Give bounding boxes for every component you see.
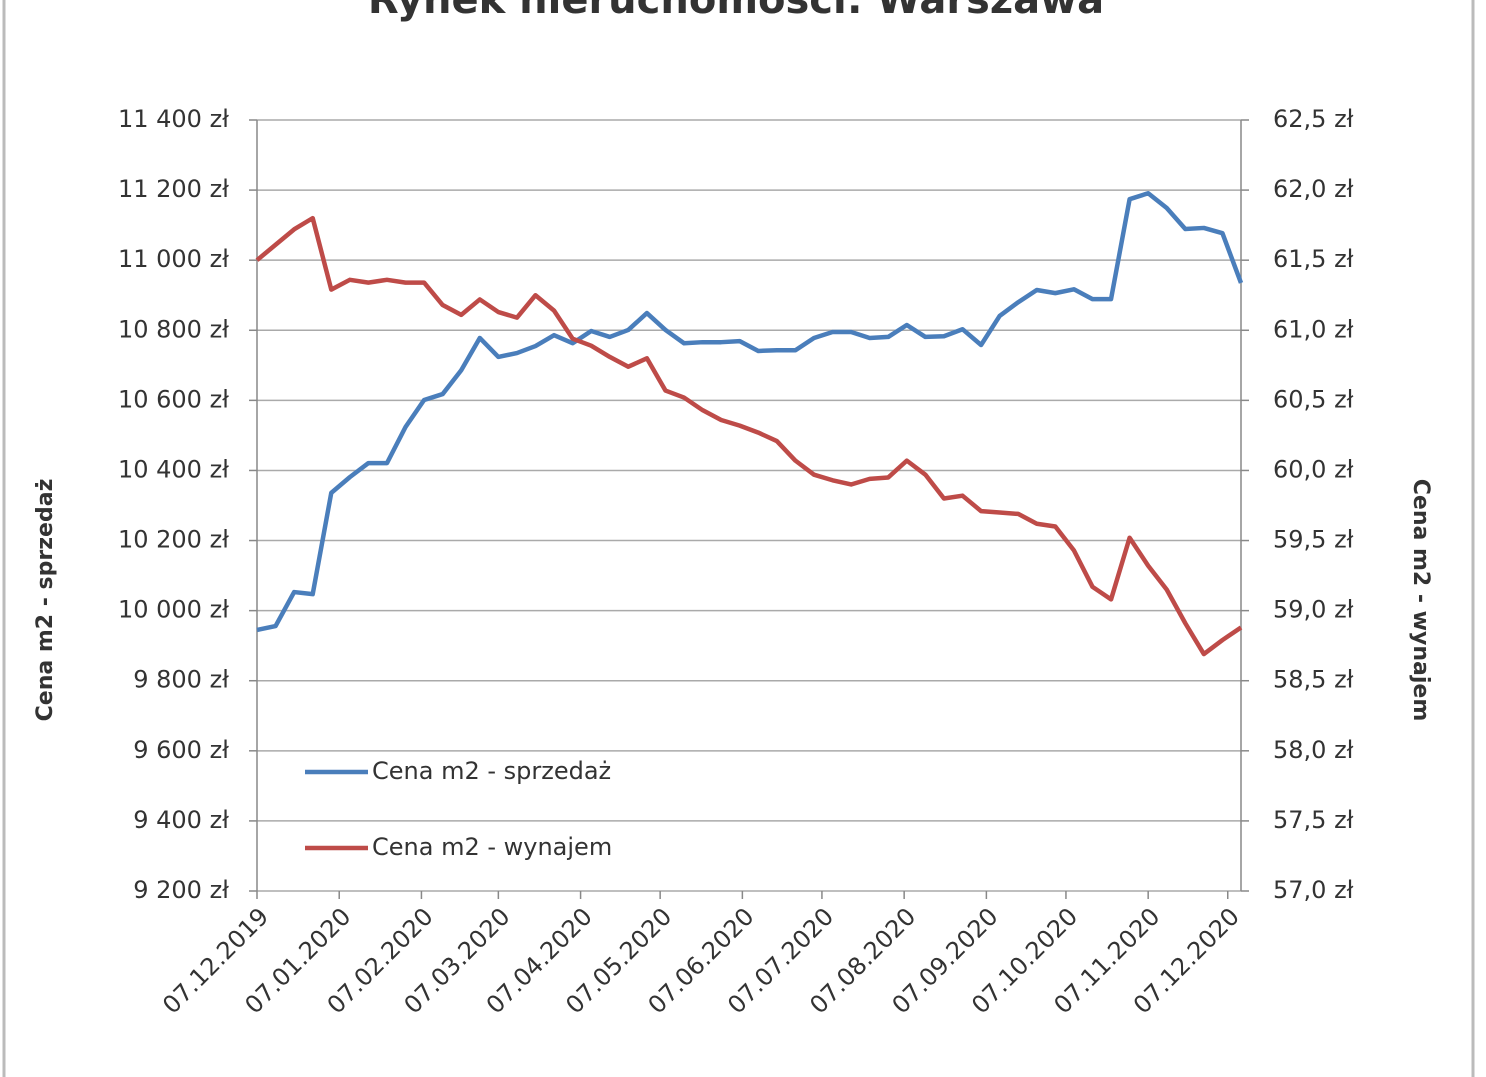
chart-title: Rynek nieruchomości: Warszawa: [368, 0, 1104, 23]
y-tick-label: 10 800 zł: [118, 315, 229, 343]
legend-label: Cena m2 - wynajem: [372, 833, 612, 861]
y-tick-label: 11 200 zł: [118, 175, 229, 203]
y-axis-title: Cena m2 - sprzedaż: [33, 479, 58, 722]
y-tick-label: 11 400 zł: [118, 105, 229, 133]
series-line: [255, 215, 1243, 657]
y-tick-label: 9 200 zł: [133, 876, 229, 904]
y2-tick-label: 58,0 zł: [1273, 736, 1354, 764]
y2-tick-label: 61,0 zł: [1273, 315, 1354, 343]
y2-tick-label: 59,5 zł: [1273, 526, 1354, 554]
y-tick-label: 10 000 zł: [118, 596, 229, 624]
y2-tick-label: 58,5 zł: [1273, 666, 1354, 694]
y2-tick-label: 59,0 zł: [1273, 596, 1354, 624]
series-line: [256, 190, 1244, 633]
y2-tick-label: 60,5 zł: [1273, 385, 1354, 413]
y-tick-label: 9 800 zł: [133, 666, 229, 694]
y2-tick-label: 61,5 zł: [1273, 245, 1354, 273]
y2-tick-label: 57,0 zł: [1273, 876, 1354, 904]
legend-label: Cena m2 - sprzedaż: [372, 757, 611, 785]
y2-tick-label: 62,5 zł: [1273, 105, 1354, 133]
y-tick-label: 10 200 zł: [118, 526, 229, 554]
y2-tick-label: 60,0 zł: [1273, 455, 1354, 483]
y-tick-label: 11 000 zł: [118, 245, 229, 273]
y-tick-label: 10 400 zł: [118, 455, 229, 483]
y2-axis-title: Cena m2 - wynajem: [1408, 479, 1433, 721]
y2-tick-label: 57,5 zł: [1273, 806, 1354, 834]
y2-tick-label: 62,0 zł: [1273, 175, 1354, 203]
y-tick-label: 9 600 zł: [133, 736, 229, 764]
y-tick-label: 10 600 zł: [118, 385, 229, 413]
y-tick-label: 9 400 zł: [133, 806, 229, 834]
